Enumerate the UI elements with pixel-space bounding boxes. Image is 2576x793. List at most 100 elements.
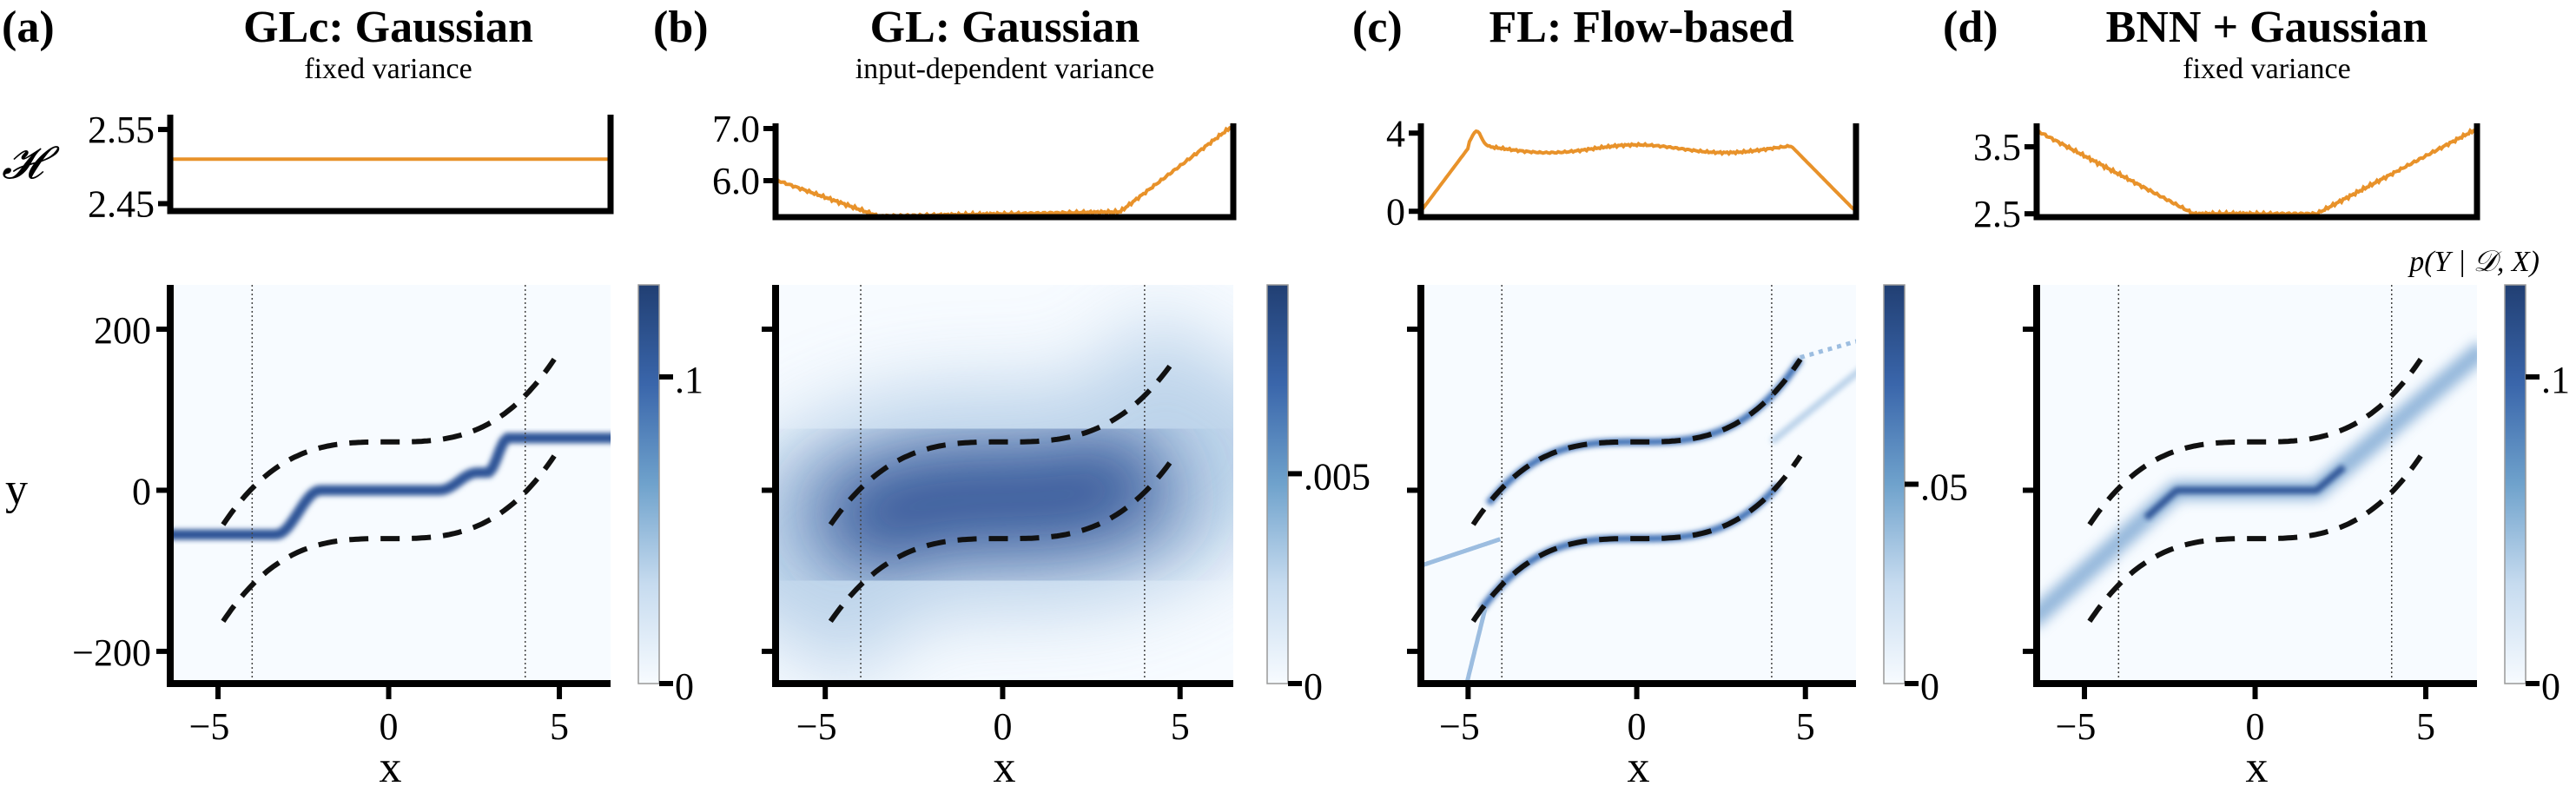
true-band-upper bbox=[1470, 357, 1803, 526]
xtick-label: 5 bbox=[550, 705, 569, 748]
density-heatmap: 200 0 −200 −5 0 5 x y bbox=[5, 285, 611, 792]
heatmap-content bbox=[2037, 341, 2477, 629]
xtick-label: 0 bbox=[2246, 705, 2265, 748]
colorbar-tick-label: 0 bbox=[1304, 665, 1323, 708]
colorbar-tick-label: 0 bbox=[2541, 665, 2560, 708]
entropy-axis-label: 𝓗 bbox=[2, 139, 60, 188]
entropy-plot: 7.06.0 bbox=[712, 108, 1237, 221]
entropy-plot: 3.5 2.5 bbox=[1973, 123, 2480, 235]
entropy-ytick-label: 2.55 bbox=[88, 109, 155, 151]
heatmap-axes bbox=[1417, 285, 1856, 687]
entropy-line bbox=[2036, 126, 2479, 219]
entropy-line bbox=[775, 122, 1235, 220]
density-heatmap: −5 0 5 x bbox=[762, 285, 1233, 792]
true-band-upper bbox=[2087, 357, 2423, 526]
density-tail-right bbox=[1800, 339, 1856, 360]
entropy-ytick-label: 2.45 bbox=[88, 182, 155, 225]
xtick-label: −5 bbox=[2056, 705, 2097, 748]
panel-label: (a) bbox=[2, 3, 55, 52]
entropy-plot: 40 bbox=[1386, 112, 1859, 233]
heatmap-content bbox=[776, 310, 1233, 684]
xtick-label: −5 bbox=[796, 705, 837, 748]
entropy-axes bbox=[1417, 123, 1859, 221]
colorbar-gradient bbox=[2504, 284, 2526, 684]
panel-title: GL: Gaussian bbox=[870, 3, 1140, 52]
entropy-ytick-label: 4 bbox=[1386, 112, 1405, 155]
true-band-lower bbox=[1470, 454, 1803, 623]
density-heatmap: −5 0 5 x bbox=[2023, 285, 2477, 792]
xtick-label: 5 bbox=[1171, 705, 1190, 748]
xtick-label: 0 bbox=[1628, 705, 1647, 748]
panel-label: (b) bbox=[653, 3, 709, 52]
ytick-label: 200 bbox=[94, 309, 151, 352]
entropy-plot: 2.55 2.45 𝓗 bbox=[2, 109, 614, 225]
colorbar-gradient bbox=[637, 284, 660, 684]
colorbar-gradient bbox=[1266, 284, 1289, 684]
true-band-lower bbox=[2087, 454, 2423, 623]
panel-subtitle: fixed variance bbox=[2183, 53, 2351, 85]
colorbar-gradient bbox=[1883, 284, 1906, 684]
panel-label: (c) bbox=[1352, 3, 1403, 52]
colorbar-tick-label: .1 bbox=[675, 359, 703, 401]
heatmap-background bbox=[170, 285, 611, 684]
density-tail-bottom bbox=[1464, 609, 1488, 684]
entropy-axes bbox=[167, 115, 614, 215]
xtick-label: 5 bbox=[1796, 705, 1815, 748]
true-band-upper bbox=[221, 357, 557, 526]
heatmap-axes bbox=[772, 285, 1233, 687]
panel-label: (d) bbox=[1943, 3, 1998, 52]
entropy-ytick-label: 2.5 bbox=[1973, 193, 2021, 235]
entropy-ytick-label: 0 bbox=[1386, 190, 1405, 233]
density-core bbox=[800, 422, 1183, 584]
colorbar-tick-label: .005 bbox=[1304, 455, 1371, 498]
y-axis-label: y bbox=[5, 465, 28, 514]
panel-title: FL: Flow-based bbox=[1489, 3, 1794, 52]
xtick-label: −5 bbox=[189, 705, 230, 748]
x-axis-label: x bbox=[1628, 743, 1650, 792]
xtick-label: 0 bbox=[380, 705, 399, 748]
colorbar-tick-label: 0 bbox=[675, 665, 694, 708]
xtick-label: 0 bbox=[993, 705, 1012, 748]
xtick-label: −5 bbox=[1439, 705, 1480, 748]
panel-subtitle: fixed variance bbox=[304, 53, 472, 85]
ytick-label: −200 bbox=[72, 631, 151, 674]
entropy-ytick-label: 7.0 bbox=[712, 108, 760, 150]
entropy-line bbox=[1419, 129, 1856, 213]
heatmap-axes bbox=[167, 285, 611, 687]
density-tail-left bbox=[1421, 537, 1502, 568]
ytick-label: 0 bbox=[132, 470, 151, 512]
heatmap-axes bbox=[2033, 285, 2477, 687]
colorbar: 0.1 bbox=[637, 284, 703, 708]
entropy-axes bbox=[772, 123, 1237, 221]
x-axis-label: x bbox=[994, 743, 1016, 792]
entropy-ytick-label: 3.5 bbox=[1973, 126, 2021, 169]
density-ridge bbox=[170, 433, 611, 540]
colorbar: 0.05 bbox=[1883, 284, 1968, 708]
panel-title: GLc: Gaussian bbox=[243, 3, 533, 52]
x-axis-label: x bbox=[380, 743, 402, 792]
panel-subtitle: input-dependent variance bbox=[855, 53, 1155, 85]
colorbar: 0 .005 bbox=[1266, 284, 1371, 708]
entropy-ytick-label: 6.0 bbox=[712, 160, 760, 202]
density-ridge bbox=[2143, 464, 2347, 521]
xtick-label: 5 bbox=[2416, 705, 2435, 748]
colorbar-tick-label: .05 bbox=[1920, 466, 1968, 509]
colorbar: 0 .1 p(Y | 𝒟, X) bbox=[2408, 246, 2570, 708]
density-tail-right-lower bbox=[1769, 368, 1856, 445]
colorbar-tick-label: 0 bbox=[1920, 665, 1939, 708]
heatmap-background bbox=[1421, 285, 1856, 684]
colorbar-tick-label: .1 bbox=[2541, 359, 2570, 401]
x-axis-label: x bbox=[2246, 743, 2269, 792]
heatmap-content bbox=[170, 433, 611, 540]
true-band-upper bbox=[828, 357, 1178, 526]
colorbar-title: p(Y | 𝒟, X) bbox=[2408, 246, 2540, 278]
panel-title: BNN + Gaussian bbox=[2106, 3, 2428, 52]
entropy-axes bbox=[2033, 123, 2480, 221]
true-band-lower bbox=[828, 454, 1178, 624]
density-heatmap: −5 0 5 x bbox=[1407, 285, 1856, 792]
